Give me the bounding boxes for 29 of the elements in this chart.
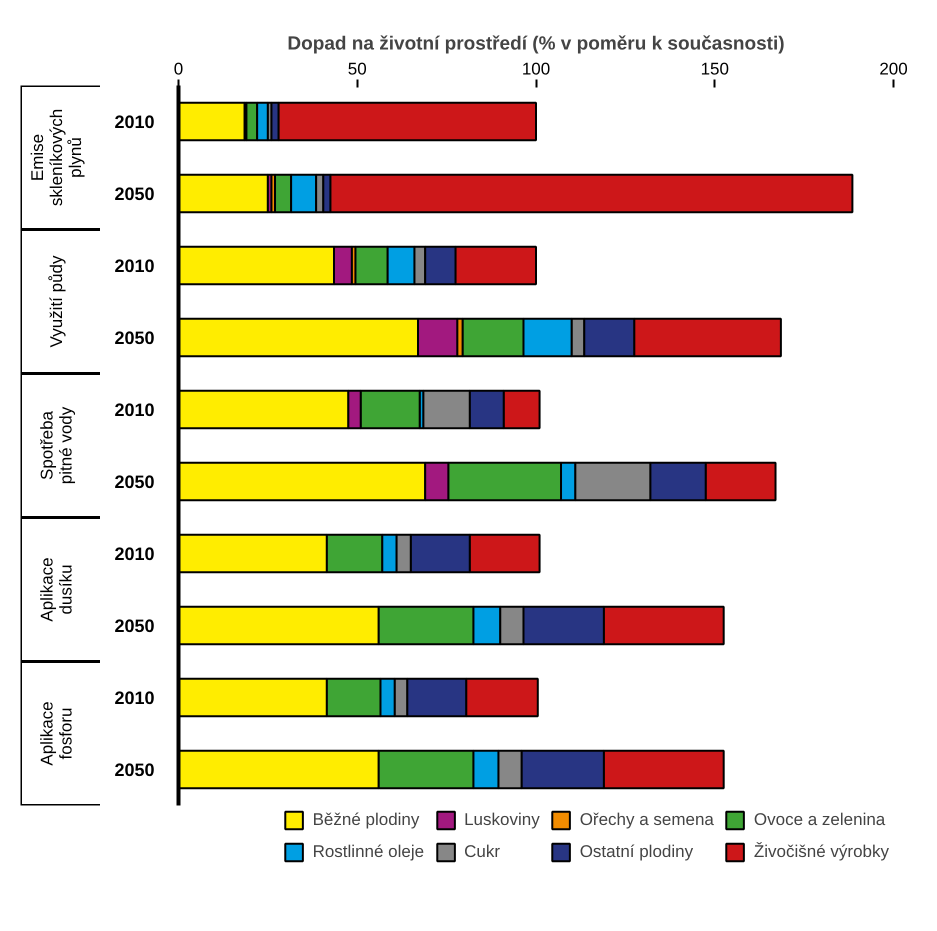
legend-label: Luskoviny	[464, 810, 540, 830]
x-tick-label: 100	[522, 60, 550, 78]
y-tick-label: 2010	[114, 400, 155, 420]
x-tick-label: 0	[174, 60, 184, 78]
text: Aplikace dusíku	[38, 557, 76, 622]
x-tick-label: 200	[879, 60, 908, 78]
y-tick-label: 2050	[114, 472, 155, 492]
y-tick-label: 2010	[114, 688, 155, 708]
x-tick-label: 150	[700, 60, 729, 78]
legend-label: Rostlinné oleje	[312, 842, 424, 862]
legend-label: Běžné plodiny	[312, 810, 420, 830]
text: Emise skleníkových plynů	[28, 108, 85, 206]
y-tick-label: 2010	[114, 544, 155, 564]
y-tick-label: 2050	[114, 760, 155, 780]
y-tick-label: 2010	[114, 112, 155, 132]
legend-label: Ořechy a semena	[580, 810, 714, 830]
legend-label: Ostatní plodiny	[580, 842, 694, 862]
legend-label: Ovoce a zelenina	[754, 810, 886, 830]
text: Aplikace fosforu	[38, 701, 76, 766]
y-tick-label: 2050	[114, 328, 155, 348]
legend-label: Živočišné výrobky	[754, 842, 889, 862]
x-tick-label: 50	[348, 60, 367, 78]
y-tick-label: 2050	[114, 616, 155, 636]
y-tick-label: 2010	[114, 256, 155, 276]
legend-label: Cukr	[464, 842, 500, 862]
text: Využití půdy	[47, 255, 66, 348]
text: Spotřeba pitné vody	[38, 406, 76, 484]
chart-title: Dopad na životní prostředí (% v poměru k současnosti)	[287, 34, 785, 54]
y-tick-label: 2050	[114, 184, 155, 204]
